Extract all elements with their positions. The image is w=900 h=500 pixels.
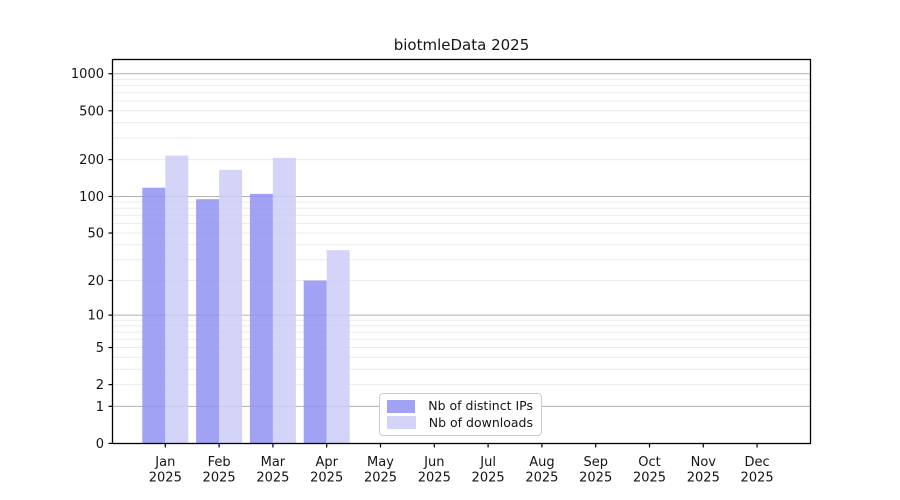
legend-item-distinct-ips: Nb of distinct IPs (387, 397, 533, 413)
legend-item-downloads: Nb of downloads (387, 414, 533, 430)
x-axis-tick-label: Nov 2025 (687, 455, 720, 486)
x-axis-tick-label: Mar 2025 (256, 455, 289, 486)
bar-downloads-feb (219, 169, 243, 444)
x-axis-tick-label: Dec 2025 (741, 455, 774, 486)
x-axis-tick-label: Jun 2025 (418, 455, 451, 486)
legend: Nb of distinct IPs Nb of downloads (379, 393, 542, 436)
bar-downloads-apr (326, 250, 350, 444)
y-axis-tick-label: 50 (87, 227, 104, 242)
x-axis-tick-label: Aug 2025 (525, 455, 558, 486)
y-axis-tick-label: 500 (79, 104, 104, 119)
x-axis-tick-label: Feb 2025 (203, 455, 236, 486)
bar-distinct-ips-jan (142, 187, 166, 444)
y-axis-tick-label: 2 (96, 378, 104, 393)
bar-distinct-ips-feb (196, 199, 220, 444)
y-axis-tick-label: 100 (79, 190, 104, 205)
y-axis-tick-label: 5 (96, 341, 104, 356)
y-axis-tick-label: 1000 (71, 67, 104, 82)
legend-label-distinct-ips: Nb of distinct IPs (428, 397, 533, 413)
bar-distinct-ips-mar (249, 193, 273, 444)
x-axis-tick-label: Apr 2025 (310, 455, 343, 486)
y-axis-tick-label: 1 (96, 400, 104, 415)
y-axis-tick-label: 10 (87, 309, 104, 324)
x-axis-tick-label: Jul 2025 (472, 455, 505, 486)
chart-title: biotmleData 2025 (393, 36, 530, 54)
bar-downloads-mar (272, 157, 296, 444)
legend-swatch-distinct-ips (387, 399, 416, 413)
x-axis-tick-label: Jan 2025 (149, 455, 182, 486)
y-axis-tick-label: 20 (87, 274, 104, 289)
x-axis-tick-label: Oct 2025 (633, 455, 666, 486)
legend-swatch-downloads (387, 416, 416, 430)
x-axis-tick-label: May 2025 (364, 455, 397, 486)
y-axis-tick-label: 0 (96, 437, 104, 452)
plot-border (111, 58, 812, 445)
bar-distinct-ips-apr (303, 280, 327, 444)
bar-downloads-jan (165, 155, 189, 444)
legend-label-downloads: Nb of downloads (428, 414, 533, 430)
y-axis-tick-label: 200 (79, 153, 104, 168)
x-axis-tick-label: Sep 2025 (579, 455, 612, 486)
